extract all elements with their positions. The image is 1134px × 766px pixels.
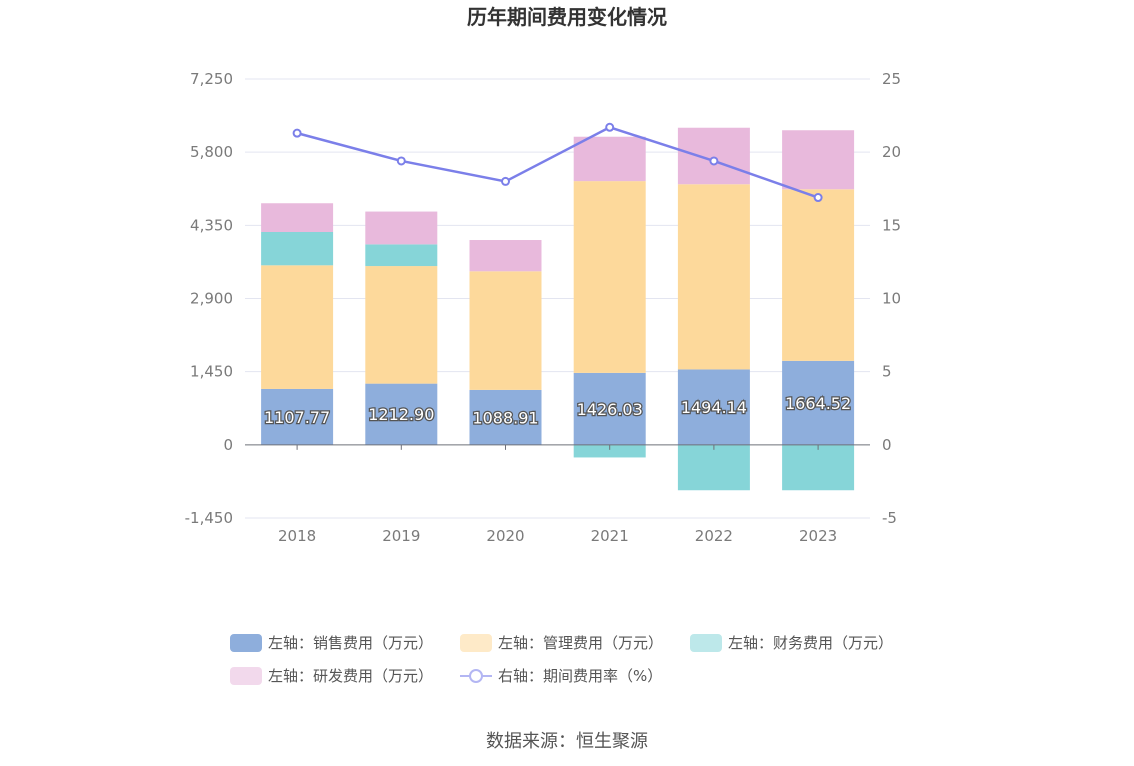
x-axis-tick-label: 2022 bbox=[695, 527, 733, 545]
left-axis-tick: 0 bbox=[223, 436, 233, 454]
right-axis-tick: 15 bbox=[882, 216, 901, 234]
bar-segment bbox=[677, 184, 750, 370]
right-axis-tick: 20 bbox=[882, 143, 901, 161]
line-layer bbox=[292, 122, 823, 203]
x-axis-tick-label: 2019 bbox=[382, 527, 420, 545]
left-axis-tick: 5,800 bbox=[190, 143, 233, 161]
bar-data-label: 1426.03 bbox=[577, 400, 643, 419]
right-axis-tick: 0 bbox=[882, 436, 892, 454]
legend-swatch bbox=[460, 634, 492, 652]
bar-segment bbox=[573, 181, 646, 373]
bar-segment bbox=[677, 369, 750, 445]
left-axis-tick: 7,250 bbox=[190, 70, 233, 88]
bar-segment bbox=[261, 265, 334, 389]
right-axis-tick: -5 bbox=[882, 509, 897, 527]
bar-segment bbox=[677, 127, 750, 185]
legend-swatch bbox=[230, 667, 262, 685]
x-axis-tick-label: 2023 bbox=[799, 527, 837, 545]
bar-segment bbox=[469, 240, 542, 272]
grid-layer bbox=[245, 78, 870, 519]
legend-label: 左轴：销售费用（万元） bbox=[268, 634, 433, 652]
legend-label: 左轴：研发费用（万元） bbox=[268, 667, 433, 685]
left-axis-tick: 4,350 bbox=[190, 216, 233, 234]
bar-segment bbox=[261, 232, 334, 266]
right-axis-tick: 25 bbox=[882, 70, 901, 88]
rate-point bbox=[709, 156, 719, 166]
right-axis-tick: 10 bbox=[882, 290, 901, 308]
legend-swatch bbox=[690, 634, 722, 652]
x-axis-tick-label: 2021 bbox=[591, 527, 629, 545]
bar-segment bbox=[469, 271, 542, 390]
rate-point bbox=[605, 122, 615, 132]
bar-segment bbox=[677, 444, 750, 491]
bars-layer bbox=[261, 127, 855, 491]
right-axis: -5 0 5 10 15 20 25 bbox=[882, 70, 901, 527]
right-axis-tick: 5 bbox=[882, 363, 892, 381]
left-axis: -1,450 0 1,450 2,900 4,350 5,800 7,250 bbox=[185, 70, 233, 527]
bar-segment bbox=[782, 189, 855, 361]
left-axis-tick: -1,450 bbox=[185, 509, 233, 527]
x-axis-tick-label: 2020 bbox=[486, 527, 524, 545]
bar-segment bbox=[365, 383, 438, 445]
rate-point bbox=[292, 128, 302, 138]
bar-data-label: 1107.77 bbox=[264, 408, 330, 427]
bar-segment bbox=[261, 388, 334, 445]
bar-data-label: 1212.90 bbox=[368, 405, 434, 424]
legend-swatch bbox=[230, 634, 262, 652]
bar-segment bbox=[261, 203, 334, 233]
bar-segment bbox=[782, 360, 855, 445]
bar-segment bbox=[573, 372, 646, 445]
bar-data-label: 1664.52 bbox=[785, 394, 851, 413]
source-note: 数据来源：恒生聚源 bbox=[486, 731, 648, 752]
rate-point bbox=[396, 156, 406, 166]
legend-line-marker bbox=[469, 669, 483, 683]
legend-label: 右轴：期间费用率（%） bbox=[498, 667, 662, 685]
bar-segment bbox=[365, 211, 438, 245]
bar-segment bbox=[782, 444, 855, 491]
bar-data-label: 1088.91 bbox=[472, 408, 538, 427]
bar-segment bbox=[469, 389, 542, 445]
x-axis: 2018 2019 2020 2021 2022 2023 bbox=[245, 444, 870, 545]
legend-label: 左轴：管理费用（万元） bbox=[498, 634, 663, 652]
rate-line bbox=[296, 125, 819, 199]
legend: 左轴：销售费用（万元） 左轴：管理费用（万元） 左轴：财务费用（万元） 左轴：研发费用… bbox=[230, 634, 893, 685]
bar-segment bbox=[573, 444, 646, 458]
bar-segment bbox=[365, 244, 438, 267]
bar-segment bbox=[782, 130, 855, 190]
bar-data-label: 1494.14 bbox=[681, 398, 747, 417]
legend-label: 左轴：财务费用（万元） bbox=[728, 634, 893, 652]
left-axis-tick: 2,900 bbox=[190, 290, 233, 308]
labels-layer: 1107.77 1212.90 1088.91 1426.03 1494.14 1664.… bbox=[263, 393, 853, 429]
left-axis-tick: 1,450 bbox=[190, 363, 233, 381]
rate-point bbox=[501, 176, 510, 186]
chart-title: 历年期间费用变化情况 bbox=[467, 5, 667, 29]
bar-segment bbox=[365, 266, 438, 384]
rate-point bbox=[813, 193, 823, 203]
bar-segment bbox=[573, 136, 646, 182]
x-axis-tick-label: 2018 bbox=[278, 527, 316, 545]
